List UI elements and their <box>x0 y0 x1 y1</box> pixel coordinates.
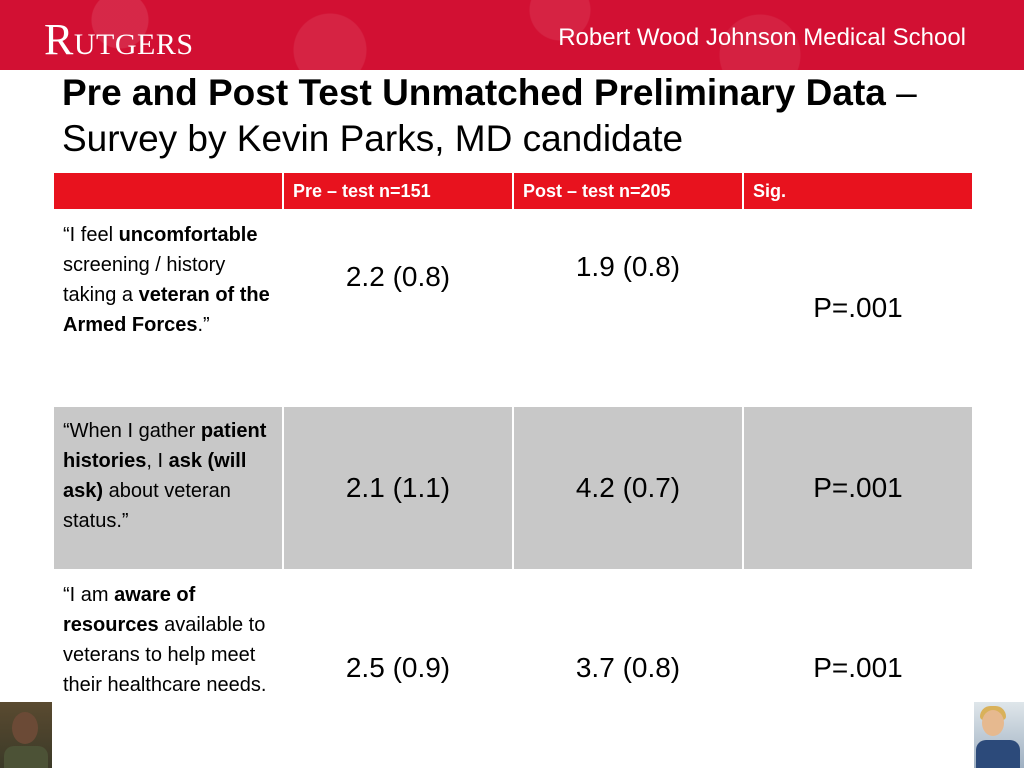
question-text: “When I gather <box>63 420 201 442</box>
question-text: available to veterans to help meet their… <box>63 614 267 696</box>
question-cell: “I feel uncomfortable screening / histor… <box>52 209 284 407</box>
header-post-test: Post – test n=205 <box>512 171 744 211</box>
question-text: .” <box>197 314 210 336</box>
table-row: “When I gather patient histories, I ask … <box>52 405 974 571</box>
post-value: 3.7 (0.8) <box>512 569 744 767</box>
logo-initial: R <box>44 15 74 64</box>
sig-value: P=.001 <box>742 569 974 767</box>
logo-rest: UTGERS <box>73 28 194 61</box>
results-table: Pre – test n=151 Post – test n=205 Sig. … <box>52 171 974 767</box>
question-emphasis: aware of resources <box>63 584 196 636</box>
pre-value: 2.2 (0.8) <box>282 209 514 407</box>
question-text: , I <box>146 450 169 472</box>
question-emphasis: patient histories <box>63 420 267 472</box>
header-pre-test: Pre – test n=151 <box>282 171 514 211</box>
question-cell: “I am aware of resources available to ve… <box>52 569 284 767</box>
soldier-photo <box>0 702 52 768</box>
question-emphasis: ask (will ask) <box>63 450 247 502</box>
header-blank <box>52 171 284 211</box>
question-text: “I am <box>63 584 115 606</box>
question-cell: “When I gather patient histories, I ask … <box>52 405 284 571</box>
question-emphasis: uncomfortable <box>118 224 258 246</box>
table-row: “I am aware of resources available to ve… <box>52 569 974 767</box>
pre-value: 2.1 (1.1) <box>282 405 514 571</box>
post-value: 4.2 (0.7) <box>512 405 744 571</box>
sig-value: P=.001 <box>742 209 974 407</box>
header-banner: RUTGERS Robert Wood Johnson Medical Scho… <box>0 0 1024 70</box>
question-emphasis: veteran of the Armed Forces <box>63 284 270 336</box>
question-text: “I feel <box>63 224 119 246</box>
table-row: “I feel uncomfortable screening / histor… <box>52 209 974 407</box>
pre-value: 2.5 (0.9) <box>282 569 514 767</box>
header-sig: Sig. <box>742 171 974 211</box>
school-name: Robert Wood Johnson Medical School <box>558 24 966 51</box>
title-bold: Pre and Post Test Unmatched Preliminary … <box>62 72 886 113</box>
post-value: 1.9 (0.8) <box>512 209 744 407</box>
question-text: about veteran status.” <box>63 480 231 532</box>
photo-face <box>12 712 38 744</box>
photo-uniform <box>976 740 1020 768</box>
family-photo <box>974 702 1024 768</box>
question-text: screening / history taking a <box>63 254 226 306</box>
sig-value: P=.001 <box>742 405 974 571</box>
table-header-row: Pre – test n=151 Post – test n=205 Sig. <box>52 171 974 211</box>
slide-title: Pre and Post Test Unmatched Preliminary … <box>62 70 982 162</box>
rutgers-logo: RUTGERS <box>44 14 194 65</box>
photo-uniform <box>4 746 48 768</box>
title-subtitle: – Survey by Kevin Parks, MD candidate <box>62 72 917 159</box>
photo-face <box>982 710 1004 736</box>
